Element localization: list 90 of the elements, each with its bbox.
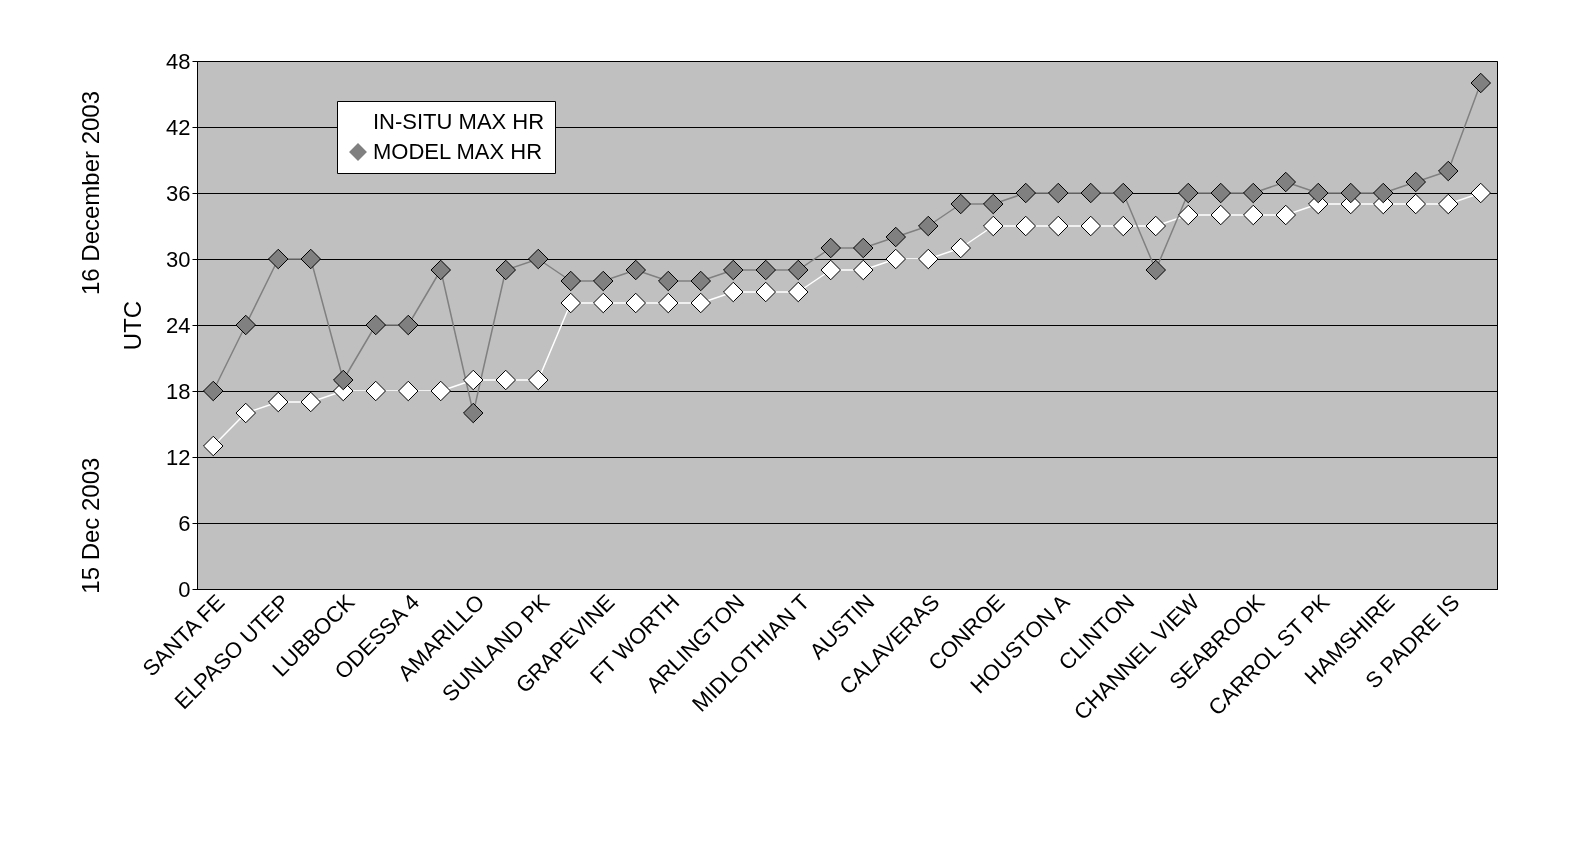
point: [203, 435, 224, 457]
y-tick-label: 48: [166, 48, 191, 74]
y-tick-label: 12: [166, 444, 191, 470]
point: [1048, 182, 1069, 204]
point: [755, 281, 776, 303]
text: IN-SITU MAX HR: [373, 109, 545, 134]
point: [1080, 215, 1101, 237]
point: [1145, 259, 1166, 281]
point: [1178, 204, 1199, 226]
legend-label: MODEL MAX HR: [373, 139, 543, 164]
point: [1405, 193, 1426, 215]
point: [690, 292, 711, 314]
point: [593, 270, 614, 292]
point: [983, 193, 1004, 215]
point: [1243, 182, 1264, 204]
point: [950, 237, 971, 259]
point: [723, 259, 744, 281]
point: [950, 193, 971, 215]
point: [430, 380, 451, 402]
point: [983, 215, 1004, 237]
point: [918, 215, 939, 237]
y-axis-title: UTC: [119, 300, 147, 351]
point: [300, 248, 321, 270]
point: [1438, 193, 1459, 215]
point: [1145, 215, 1166, 237]
point: [430, 259, 451, 281]
point: [528, 248, 549, 270]
point: [495, 259, 516, 281]
point: [1470, 72, 1491, 94]
y-tick-label: 42: [166, 114, 191, 140]
point: [560, 292, 581, 314]
point: [788, 281, 809, 303]
point: [463, 402, 484, 424]
y-tick-label: 36: [166, 180, 191, 206]
point: [300, 391, 321, 413]
point: [235, 402, 256, 424]
point: [495, 369, 516, 391]
point: [528, 369, 549, 391]
y-tick-label: 0: [178, 576, 191, 602]
point: [1243, 204, 1264, 226]
point: [1275, 171, 1296, 193]
point: [1340, 182, 1361, 204]
point: [268, 248, 289, 270]
point: [560, 270, 581, 292]
point: [853, 237, 874, 259]
point: [625, 259, 646, 281]
point: [1178, 182, 1199, 204]
point: [1405, 171, 1426, 193]
point: [918, 248, 939, 270]
point: [463, 369, 484, 391]
point: [1210, 204, 1231, 226]
point: [398, 380, 419, 402]
point: [1275, 204, 1296, 226]
y-tick-label: 6: [178, 510, 191, 536]
point: [1373, 182, 1394, 204]
point: [235, 314, 256, 336]
point: [690, 270, 711, 292]
y-tick-label: 30: [166, 246, 191, 272]
point: [1438, 160, 1459, 182]
point: [1048, 215, 1069, 237]
point: [1308, 182, 1329, 204]
point: [885, 226, 906, 248]
point: [365, 314, 386, 336]
point: [593, 292, 614, 314]
point: [755, 259, 776, 281]
point: [658, 292, 679, 314]
point: [1113, 182, 1134, 204]
point: [333, 369, 354, 391]
point: [268, 391, 289, 413]
point: [820, 259, 841, 281]
point: [1080, 182, 1101, 204]
point: [398, 314, 419, 336]
point: [853, 259, 874, 281]
point: [1113, 215, 1134, 237]
point: [1015, 215, 1036, 237]
point: [788, 259, 809, 281]
point: [1210, 182, 1231, 204]
point: [723, 281, 744, 303]
y-tick-label: 18: [166, 378, 191, 404]
point: [203, 380, 224, 402]
point: [625, 292, 646, 314]
point: [820, 237, 841, 259]
text: 16 December 2003: [77, 90, 104, 296]
point: [885, 248, 906, 270]
point: [365, 380, 386, 402]
point: [1470, 182, 1491, 204]
text: 15 Dec 2003: [77, 457, 104, 594]
point: [1015, 182, 1036, 204]
y-tick-label: 24: [166, 312, 191, 338]
point: [658, 270, 679, 292]
